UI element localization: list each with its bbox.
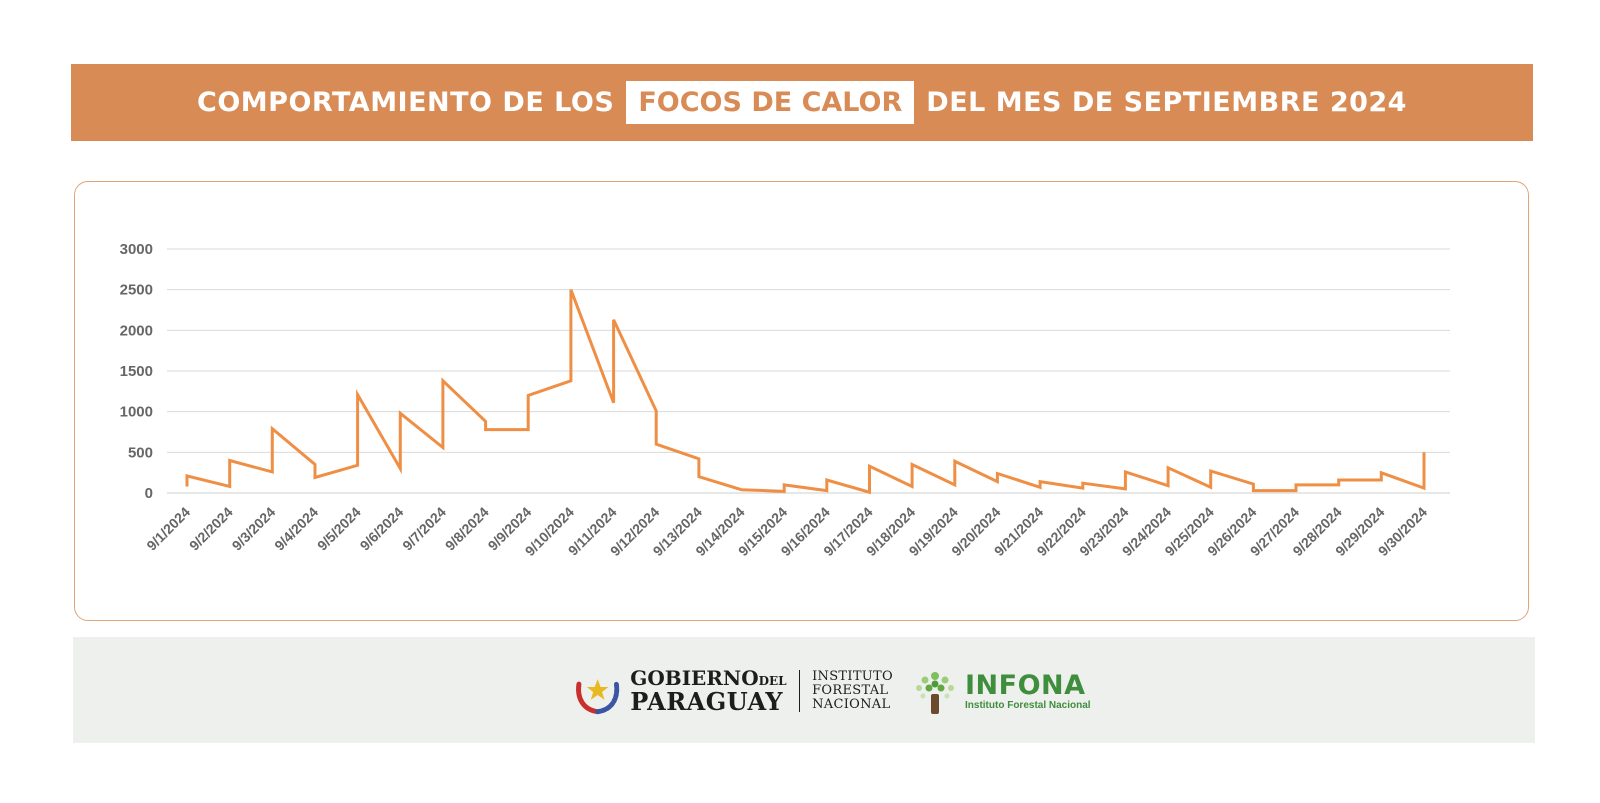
tree-logo-icon	[916, 672, 954, 714]
logo-divider	[798, 670, 801, 712]
institute-line: INSTITUTO	[812, 669, 893, 684]
y-tick-label: 2500	[120, 282, 153, 299]
line-chart: 0 500 1000 1500 2000 2500 3000 9/1/20249/2/2024…	[120, 241, 1450, 559]
institute-line: FORESTAL	[812, 683, 889, 698]
footer: GOBIERNODEL PARAGUAY INSTITUTO FORESTAL …	[73, 637, 1535, 743]
x-tick-label: 9/2/2024	[186, 504, 236, 554]
title-suffix: DEL MES DE SEPTIEMBRE 2024	[926, 87, 1407, 118]
government-logo: GOBIERNODEL PARAGUAY INSTITUTO FORESTAL …	[573, 665, 893, 717]
gov-name-line1: GOBIERNO	[630, 666, 759, 690]
infona-logo: INFONA Instituto Forestal Nacional	[913, 665, 1091, 717]
y-tick-label: 500	[128, 444, 153, 461]
y-tick-label: 1000	[120, 404, 153, 421]
coat-of-arms-seal-icon	[576, 679, 620, 715]
chart-card: 0 500 1000 1500 2000 2500 3000 9/1/2024 9/2/2024…	[74, 181, 1529, 621]
institute-name: INSTITUTO FORESTAL NACIONAL	[812, 670, 893, 712]
infona-name: INFONA	[965, 669, 1086, 701]
title-banner: COMPORTAMIENTO DE LOS FOCOS DE CALOR DEL…	[71, 64, 1533, 141]
institute-line: NACIONAL	[812, 697, 891, 712]
y-tick-label: 2000	[120, 322, 153, 339]
infona-subtitle: Instituto Forestal Nacional	[965, 699, 1091, 711]
x-tick-label: 9/3/2024	[229, 504, 279, 554]
y-tick-label: 1500	[120, 363, 153, 380]
title-prefix: COMPORTAMIENTO DE LOS	[197, 87, 615, 118]
gov-name-line2: PARAGUAY	[630, 687, 784, 716]
series-line	[185, 289, 1426, 495]
x-tick-label: 9/8/2024	[442, 504, 492, 554]
x-tick-label: 9/1/2024	[143, 504, 193, 554]
y-tick-label: 0	[145, 485, 153, 502]
title-highlight: FOCOS DE CALOR	[626, 81, 915, 124]
x-tick-label: 9/5/2024	[314, 504, 364, 554]
y-tick-label: 3000	[120, 241, 153, 258]
x-tick-label: 9/7/2024	[399, 504, 449, 554]
x-tick-label: 9/6/2024	[357, 504, 407, 554]
gov-name-small: DEL	[758, 674, 787, 688]
x-tick-label: 9/4/2024	[271, 504, 321, 554]
